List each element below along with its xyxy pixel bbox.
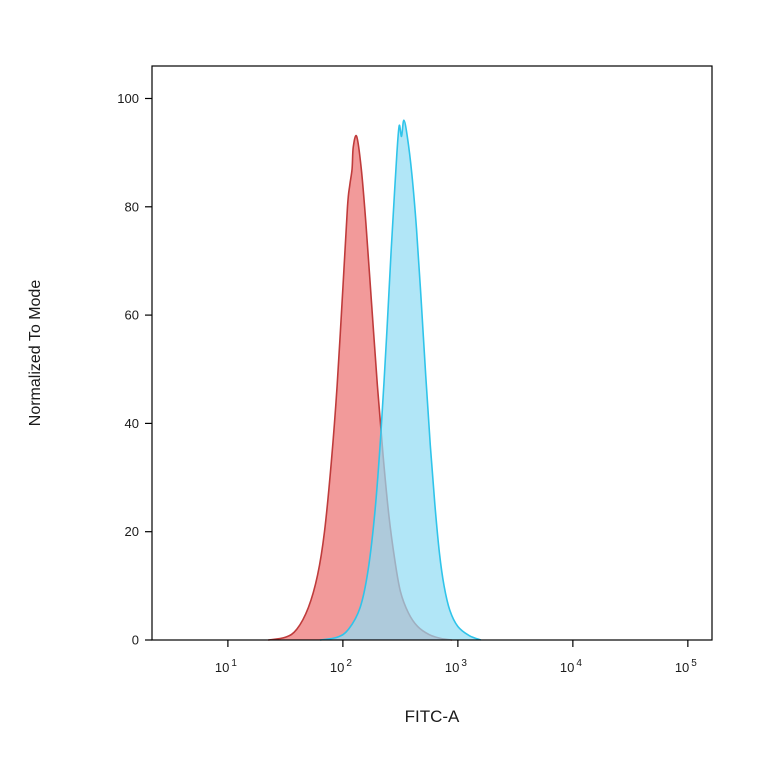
x-tick-label: 10 5 (675, 658, 697, 675)
y-tick-label: 80 (125, 199, 139, 214)
x-tick-label: 10 4 (560, 658, 582, 675)
plot-border (151, 65, 713, 641)
x-tick-label: 10 3 (445, 658, 467, 675)
plot-layer: 0 20 40 60 80 100 10 1 10 2 10 3 10 4 10 5 (117, 65, 713, 675)
y-axis-title: Normalized To Mode (27, 280, 44, 427)
x-axis-title: FITC-A (405, 707, 460, 726)
y-tick-label: 60 (125, 308, 139, 323)
y-tick-label: 40 (125, 416, 139, 431)
cyan-population-area (319, 120, 481, 640)
x-tick-label: 10 1 (215, 658, 237, 675)
cyan-population-outline (319, 119, 482, 641)
x-tick-label: 10 2 (330, 658, 352, 675)
red-population-area (268, 135, 453, 641)
y-tick-label: 20 (125, 524, 139, 539)
y-tick-label: 100 (117, 91, 139, 106)
y-tick-label: 0 (132, 633, 139, 648)
